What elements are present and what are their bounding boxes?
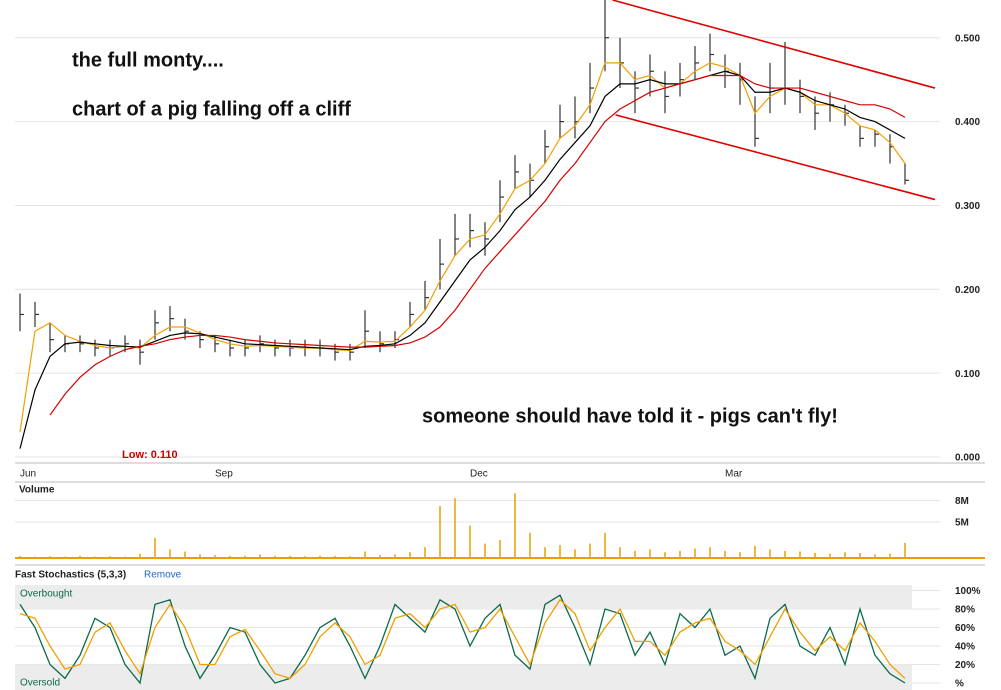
oversold-band — [15, 664, 912, 690]
volume-bar — [574, 549, 576, 558]
volume-bar — [109, 556, 111, 558]
series-line — [19, 70, 906, 449]
volume-bar — [529, 532, 531, 558]
volume-bar — [319, 555, 321, 558]
volume-bar — [424, 547, 426, 558]
volume-bar — [889, 553, 891, 558]
volume-bar — [394, 554, 396, 558]
volume-bar — [874, 554, 876, 558]
volume-bar — [559, 545, 561, 558]
y-tick-label: 0.000 — [955, 453, 980, 464]
volume-bar — [19, 555, 21, 558]
low-label: Low: 0.110 — [122, 449, 178, 461]
volume-bar — [859, 552, 861, 558]
volume-bar — [244, 555, 246, 558]
volume-bar — [484, 543, 486, 558]
volume-bar — [94, 556, 96, 558]
volume-bar — [769, 549, 771, 558]
y-tick-label: 60% — [955, 623, 975, 634]
volume-bar — [154, 537, 156, 558]
volume-bar — [334, 555, 336, 558]
y-tick-label: 40% — [955, 642, 975, 653]
volume-bar — [829, 553, 831, 558]
volume-bar — [904, 542, 906, 558]
series-line — [19, 598, 906, 680]
x-tick-label: Jun — [20, 469, 36, 480]
volume-bar — [634, 550, 636, 558]
y-tick-label: 0.500 — [955, 33, 980, 44]
y-tick-label: 20% — [955, 660, 975, 671]
annotation: someone should have told it - pigs can't… — [422, 405, 838, 427]
x-tick-label: Mar — [725, 469, 743, 480]
y-tick-label: 0.200 — [955, 285, 980, 296]
remove-link[interactable]: Remove — [144, 570, 182, 581]
volume-bar — [289, 555, 291, 558]
volume-bar — [379, 555, 381, 558]
panel-title: Volume — [19, 485, 55, 496]
volume-bar — [49, 556, 51, 558]
volume-bar — [724, 550, 726, 558]
volume-bar — [454, 498, 456, 558]
volume-bar — [844, 552, 846, 558]
volume-bar — [304, 556, 306, 558]
annotation: the full monty.... — [72, 49, 224, 71]
band-label: Oversold — [20, 678, 60, 689]
volume-bar — [184, 551, 186, 558]
volume-bar — [709, 547, 711, 558]
volume-bar — [439, 506, 441, 558]
volume-bar — [199, 554, 201, 558]
overbought-band — [15, 585, 912, 610]
y-tick-label: 0.100 — [955, 369, 980, 380]
volume-bar — [589, 543, 591, 558]
volume-bar — [814, 552, 816, 558]
trend-line — [612, 0, 936, 89]
volume-bar — [754, 545, 756, 558]
volume-bar — [349, 556, 351, 558]
volume-bar — [604, 532, 606, 558]
volume-bar — [169, 549, 171, 558]
volume-bar — [364, 551, 366, 558]
annotation: chart of a pig falling off a cliff — [72, 98, 351, 120]
volume-bar — [259, 554, 261, 558]
volume-bar — [694, 548, 696, 558]
volume-bar — [34, 556, 36, 558]
volume-bar — [64, 556, 66, 558]
series-line — [49, 74, 906, 416]
volume-bar — [214, 555, 216, 558]
volume-bar — [679, 550, 681, 558]
volume-bar — [784, 550, 786, 558]
y-tick-label: 8M — [955, 496, 969, 507]
y-tick-label: % — [955, 679, 964, 690]
volume-bar — [514, 493, 516, 558]
volume-bar — [79, 555, 81, 558]
x-tick-label: Dec — [470, 469, 488, 480]
y-tick-label: 0.400 — [955, 117, 980, 128]
y-tick-label: 80% — [955, 605, 975, 616]
panel-title: Fast Stochastics (5,3,3) — [15, 570, 126, 581]
volume-bar — [274, 555, 276, 558]
series-line — [19, 594, 906, 685]
volume-bar — [649, 549, 651, 558]
series-line — [19, 62, 906, 432]
volume-bar — [139, 553, 141, 558]
volume-bar — [469, 525, 471, 558]
volume-bar — [544, 547, 546, 558]
volume-bar — [229, 555, 231, 558]
y-tick-label: 0.300 — [955, 201, 980, 212]
volume-bar — [499, 540, 501, 558]
trend-line — [615, 114, 936, 201]
x-tick-label: Sep — [215, 469, 233, 480]
volume-bar — [739, 552, 741, 558]
volume-bar — [799, 551, 801, 558]
y-tick-label: 100% — [955, 586, 981, 597]
volume-bar — [124, 556, 126, 558]
volume-bar — [619, 547, 621, 558]
volume-bar — [664, 552, 666, 558]
volume-bar — [409, 552, 411, 558]
band-label: Overbought — [20, 589, 72, 600]
y-tick-label: 5M — [955, 518, 969, 529]
